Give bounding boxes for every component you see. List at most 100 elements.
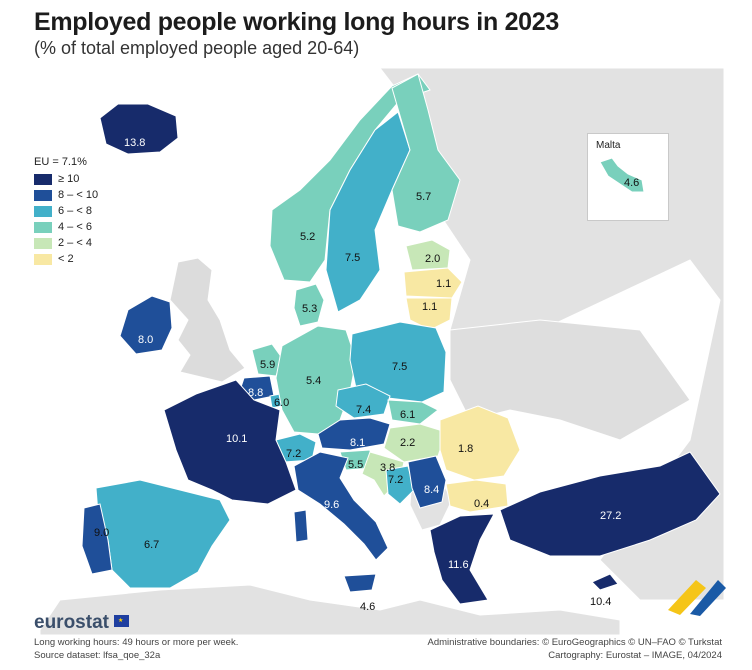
- country-spain[interactable]: [95, 479, 231, 589]
- country-italy[interactable]: [293, 451, 389, 561]
- legend-swatch: [34, 237, 52, 249]
- label-bosnia: 7.2: [388, 474, 403, 486]
- label-czechia: 7.4: [356, 404, 371, 416]
- label-turkiye: 27.2: [600, 510, 621, 522]
- legend-item: ≥ 10: [34, 171, 98, 187]
- land-africa: [39, 584, 621, 636]
- country-austria[interactable]: [317, 417, 391, 451]
- malta-island[interactable]: [599, 157, 645, 193]
- legend-swatch: [34, 221, 52, 233]
- value-labels: 13.8 5.2 7.5 5.7 2.0 1.1 1.1 5.3 8.0 5.9…: [94, 137, 621, 613]
- legend-item: 4 – < 6: [34, 219, 98, 235]
- eurostat-logo: eurostat: [34, 612, 109, 633]
- label-serbia: 8.4: [424, 484, 439, 496]
- legend-swatch: [34, 253, 52, 265]
- country-lithuania[interactable]: [405, 297, 453, 331]
- label-belgium: 8.8: [248, 387, 263, 399]
- legend-swatch: [34, 173, 52, 185]
- legend-header: EU = 7.1%: [34, 156, 87, 168]
- label-estonia: 2.0: [425, 253, 440, 265]
- label-germany: 5.4: [306, 375, 321, 387]
- legend-item: 2 – < 4: [34, 235, 98, 251]
- malta-inset-label: Malta: [596, 140, 621, 151]
- label-norway: 5.2: [300, 231, 315, 243]
- legend-item: 8 – < 10: [34, 187, 98, 203]
- country-denmark[interactable]: [293, 283, 325, 327]
- eurostat-mark-icon: [668, 580, 706, 615]
- country-latvia[interactable]: [403, 267, 463, 299]
- label-lithuania: 1.1: [422, 301, 437, 313]
- legend-label: 8 – < 10: [58, 189, 99, 201]
- label-italy: 9.6: [324, 499, 339, 511]
- label-croatia: 3.8: [380, 462, 395, 474]
- legend: EU = 7.1% ≥ 10 8 – < 10 6 – < 8 4 – < 6 2 – …: [34, 156, 98, 267]
- malta-inset-value: 4.6: [624, 177, 639, 189]
- legend-rows: ≥ 10 8 – < 10 6 – < 8 4 – < 6 2 – < 4 < 2: [34, 171, 98, 267]
- country-italy-sardinia[interactable]: [293, 509, 309, 543]
- country-czechia[interactable]: [335, 383, 391, 419]
- map-title: Employed people working long hours in 20…: [34, 8, 559, 36]
- label-latvia: 1.1: [436, 278, 451, 290]
- footer-source: Source dataset: lfsa_qoe_32a: [34, 650, 161, 661]
- legend-item: < 2: [34, 251, 98, 267]
- footer-cartography: Cartography: Eurostat – IMAGE, 04/2024: [548, 650, 722, 661]
- country-norway[interactable]: [269, 73, 431, 283]
- land-ukraine-belarus: [449, 319, 691, 441]
- label-slovakia: 6.1: [400, 409, 415, 421]
- label-france: 10.1: [226, 433, 247, 445]
- country-france[interactable]: [163, 379, 297, 505]
- footer-note: Long working hours: 49 hours or more per…: [34, 637, 239, 648]
- country-romania[interactable]: [439, 405, 521, 481]
- country-slovakia[interactable]: [387, 399, 439, 425]
- country-finland[interactable]: [391, 73, 461, 233]
- country-sweden[interactable]: [325, 111, 411, 313]
- country-italy-sicily[interactable]: [343, 573, 377, 593]
- legend-swatch: [34, 189, 52, 201]
- legend-label: 2 – < 4: [58, 237, 92, 249]
- legend-label: ≥ 10: [58, 173, 80, 185]
- legend-label: < 2: [58, 253, 74, 265]
- footer-boundaries: Administrative boundaries: © EuroGeograp…: [427, 637, 722, 648]
- country-turkiye[interactable]: [499, 451, 721, 557]
- country-bosnia[interactable]: [385, 465, 415, 505]
- map-subtitle: (% of total employed people aged 20-64): [34, 38, 360, 58]
- country-estonia[interactable]: [405, 239, 451, 271]
- eurostat-mark-icon-2: [690, 580, 726, 616]
- malta-inset-map: 4.6: [599, 157, 645, 193]
- country-cyprus[interactable]: [591, 573, 619, 591]
- land-uk: [169, 257, 246, 383]
- country-hungary[interactable]: [383, 423, 447, 463]
- label-romania: 1.8: [458, 443, 473, 455]
- eu-flag-icon: ★: [114, 615, 129, 627]
- country-poland[interactable]: [349, 321, 447, 403]
- malta-inset: Malta 4.6: [587, 133, 669, 221]
- label-finland: 5.7: [416, 191, 431, 203]
- country-serbia[interactable]: [407, 455, 447, 509]
- country-greece[interactable]: [429, 513, 495, 605]
- country-iceland[interactable]: [99, 103, 179, 155]
- label-slovenia: 5.5: [348, 459, 363, 471]
- label-netherlands: 5.9: [260, 359, 275, 371]
- label-cyprus: 10.4: [590, 596, 611, 608]
- label-luxembourg: 6.0: [274, 397, 289, 409]
- label-denmark: 5.3: [302, 303, 317, 315]
- label-bulgaria: 0.4: [474, 498, 489, 510]
- label-ireland: 8.0: [138, 334, 153, 346]
- label-austria: 8.1: [350, 437, 365, 449]
- label-sweden: 7.5: [345, 252, 360, 264]
- label-portugal: 9.0: [94, 527, 109, 539]
- label-malta-south: 4.6: [360, 601, 375, 613]
- label-switzerland: 7.2: [286, 448, 301, 460]
- country-ireland[interactable]: [119, 295, 173, 355]
- label-hungary: 2.2: [400, 437, 415, 449]
- legend-label: 6 – < 8: [58, 205, 92, 217]
- country-portugal[interactable]: [81, 503, 113, 575]
- legend-label: 4 – < 6: [58, 221, 92, 233]
- label-iceland: 13.8: [124, 137, 145, 149]
- label-greece: 11.6: [448, 559, 469, 571]
- legend-swatch: [34, 205, 52, 217]
- legend-item: 6 – < 8: [34, 203, 98, 219]
- label-spain: 6.7: [144, 539, 159, 551]
- label-poland: 7.5: [392, 361, 407, 373]
